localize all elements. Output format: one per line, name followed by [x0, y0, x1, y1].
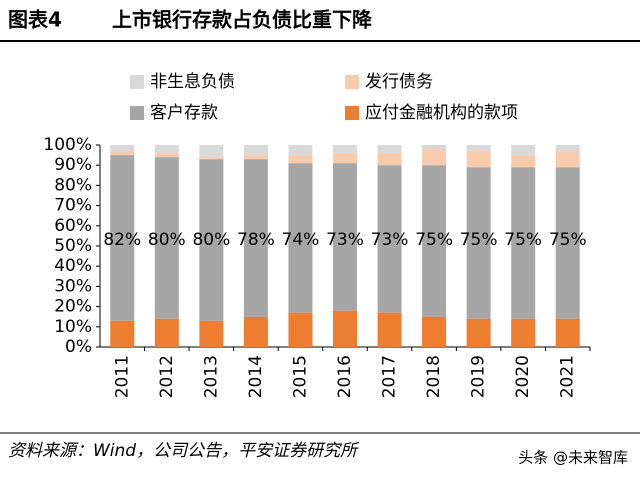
- x-tick-label: 2020: [513, 355, 533, 398]
- bar-segment: [422, 149, 447, 166]
- y-tick-label: 30%: [54, 276, 92, 296]
- data-label: 75%: [504, 230, 542, 250]
- bar-segment: [422, 316, 447, 347]
- bar-segment: [555, 145, 580, 152]
- bar-segment: [377, 312, 402, 347]
- bar-segment: [154, 153, 179, 158]
- bar-segment: [466, 151, 491, 168]
- bar-segment: [154, 157, 179, 319]
- data-label: 78%: [237, 230, 275, 250]
- data-label: 74%: [282, 230, 320, 250]
- bar-segment: [511, 155, 536, 168]
- source: 资料来源：Wind，公司公告，平安证券研究所: [8, 441, 360, 461]
- bar-segment: [333, 310, 357, 347]
- legend-label: 非生息负债: [150, 72, 235, 92]
- bar-segment: [333, 153, 357, 164]
- x-tick-label: 2016: [335, 355, 355, 398]
- legend-swatch: [130, 75, 144, 89]
- x-tick-label: 2017: [380, 355, 400, 398]
- data-label: 75%: [415, 230, 453, 250]
- y-tick-label: 100%: [43, 135, 92, 155]
- bar-segment: [110, 320, 135, 347]
- data-label: 73%: [326, 230, 364, 250]
- bar-segment: [288, 155, 313, 164]
- bar-segment: [199, 157, 224, 160]
- bar-segment: [199, 145, 224, 158]
- x-tick-label: 2013: [201, 355, 221, 398]
- bar-segment: [154, 318, 179, 347]
- bar-segment: [199, 159, 224, 321]
- data-label: 82%: [103, 230, 141, 250]
- x-tick-label: 2018: [424, 355, 444, 398]
- chart-title: 上市银行存款占负债比重下降: [112, 8, 373, 32]
- bar-segment: [243, 316, 268, 347]
- bar-segment: [288, 312, 313, 347]
- y-tick-label: 20%: [54, 297, 92, 317]
- data-label: 80%: [192, 230, 230, 250]
- bar-segment: [466, 318, 491, 347]
- y-tick-label: 80%: [54, 175, 92, 195]
- bar-segment: [377, 165, 402, 313]
- bar-segment: [288, 163, 313, 313]
- bar-segment: [466, 167, 491, 319]
- bar-segment: [422, 165, 447, 317]
- bar-segment: [333, 145, 357, 154]
- bar-segment: [243, 159, 268, 317]
- data-label: 73%: [371, 230, 409, 250]
- y-tick-label: 60%: [54, 216, 92, 236]
- y-tick-label: 90%: [54, 155, 92, 175]
- legend-swatch: [345, 106, 359, 120]
- bar-segment: [377, 153, 402, 166]
- x-tick-label: 2015: [290, 355, 310, 398]
- legend-swatch: [130, 106, 144, 120]
- bar-segment: [154, 145, 179, 154]
- legend-label: 发行债务: [365, 72, 433, 92]
- bar-segment: [333, 163, 357, 311]
- bar-segment: [243, 155, 268, 160]
- data-label: 75%: [460, 230, 498, 250]
- bar-segment: [243, 145, 268, 156]
- bar-segment: [377, 145, 402, 154]
- bar-segment: [511, 167, 536, 319]
- y-tick-label: 10%: [54, 317, 92, 337]
- x-tick-label: 2019: [469, 355, 489, 398]
- x-tick-label: 2021: [558, 355, 578, 398]
- y-tick-label: 40%: [54, 256, 92, 276]
- bar-segment: [110, 155, 135, 321]
- bar-segment: [199, 320, 224, 347]
- y-tick-label: 70%: [54, 196, 92, 216]
- legend-swatch: [345, 75, 359, 89]
- bar-segment: [422, 145, 447, 150]
- legend-label: 客户存款: [150, 103, 218, 123]
- watermark: 头条 @未来智库: [518, 449, 628, 467]
- bar-segment: [555, 151, 580, 168]
- bar-segment: [110, 151, 135, 156]
- bar-segment: [511, 318, 536, 347]
- bar-segment: [511, 145, 536, 156]
- data-label: 75%: [549, 230, 587, 250]
- bar-segment: [466, 145, 491, 152]
- x-tick-label: 2011: [112, 355, 132, 398]
- bar-segment: [555, 318, 580, 347]
- data-label: 80%: [148, 230, 186, 250]
- x-tick-label: 2012: [157, 355, 177, 398]
- legend-label: 应付金融机构的款项: [365, 103, 518, 123]
- bar-segment: [110, 145, 135, 152]
- y-tick-label: 0%: [65, 337, 92, 357]
- x-tick-label: 2014: [246, 355, 266, 398]
- y-tick-label: 50%: [54, 236, 92, 256]
- bar-segment: [288, 145, 313, 156]
- figure-label: 图表4: [8, 8, 62, 32]
- bar-segment: [555, 167, 580, 319]
